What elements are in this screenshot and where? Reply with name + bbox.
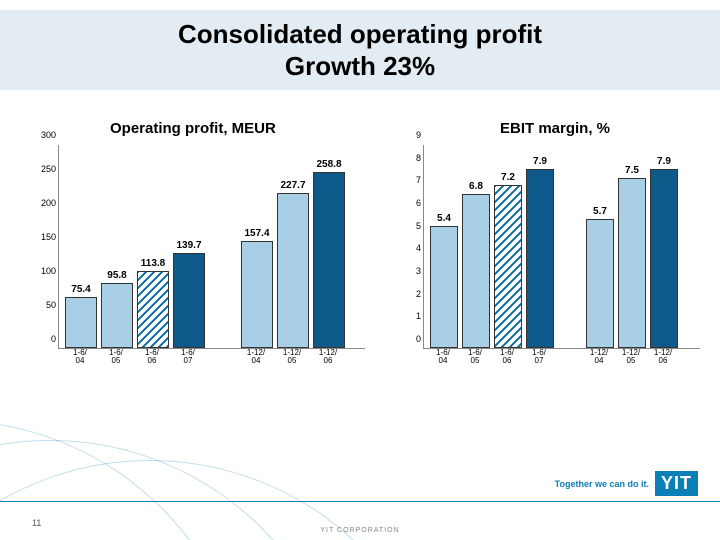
y-tick: 7: [416, 175, 421, 185]
bar: [101, 283, 133, 348]
bar-value-label: 6.8: [469, 181, 483, 192]
x-tick: 1-6/07: [181, 349, 195, 365]
x-tick: 1-12/06: [319, 349, 337, 365]
plot-right: 5.4 6.8 7.2 7.9 5.7 7.5 7.9: [423, 145, 700, 349]
x-tick: 1-12/05: [622, 349, 640, 365]
bar: [586, 219, 614, 348]
y-tick: 9: [416, 130, 421, 140]
y-tick: 5: [416, 221, 421, 231]
y-tick: 150: [41, 232, 56, 242]
title-band: Consolidated operating profitGrowth 23%: [0, 10, 720, 90]
bar: [618, 178, 646, 348]
plot-left: 75.4 95.8 113.8 139.7 157.4 227.7 258.8: [58, 145, 365, 349]
left-chart-subtitle: Operating profit, MEUR: [110, 120, 276, 137]
tagline: Together we can do it.: [555, 479, 649, 489]
bar-value-label: 157.4: [244, 228, 269, 239]
y-tick: 0: [51, 334, 56, 344]
bar: [494, 185, 522, 348]
bar-value-label: 113.8: [141, 258, 165, 269]
y-axis-right: 0123456789: [395, 145, 423, 349]
x-tick: 1-6/04: [73, 349, 87, 365]
y-tick: 6: [416, 198, 421, 208]
x-labels-right: 1-6/04 1-6/05 1-6/06 1-6/07 1-12/04 1-12/05 1-…: [423, 349, 700, 365]
y-tick: 3: [416, 266, 421, 276]
bar-value-label: 227.7: [280, 180, 305, 191]
x-labels-left: 1-6/04 1-6/05 1-6/06 1-6/07 1-12/04 1-12/05 1-…: [58, 349, 365, 365]
y-tick: 300: [41, 130, 56, 140]
right-chart-subtitle: EBIT margin, %: [500, 120, 610, 137]
bar-value-label: 7.9: [533, 156, 547, 167]
bar: [526, 169, 554, 348]
y-tick: 0: [416, 334, 421, 344]
bar: [173, 253, 205, 348]
bar: [430, 226, 458, 348]
y-tick: 200: [41, 198, 56, 208]
x-tick: 1-12/06: [654, 349, 672, 365]
operating-profit-chart: 050100150200250300 75.495.8113.8139.7157…: [30, 145, 365, 365]
y-tick: 1: [416, 311, 421, 321]
y-tick: 4: [416, 243, 421, 253]
bar-value-label: 5.7: [593, 206, 607, 217]
bar: [241, 241, 273, 348]
bar-value-label: 139.7: [176, 240, 201, 251]
y-tick: 250: [41, 164, 56, 174]
corporation-label: YIT CORPORATION: [320, 527, 399, 534]
bar: [650, 169, 678, 348]
y-tick: 2: [416, 289, 421, 299]
bar: [277, 193, 309, 348]
x-tick: 1-6/07: [532, 349, 546, 365]
ebit-margin-chart: 0123456789 5.46.87.27.95.77.57.9 1-6/041…: [395, 145, 700, 365]
bar-value-label: 95.8: [107, 270, 126, 281]
bar-value-label: 7.9: [657, 156, 671, 167]
slide: Consolidated operating profitGrowth 23% …: [0, 0, 720, 540]
bar-value-label: 7.5: [625, 165, 639, 176]
y-tick: 50: [46, 300, 56, 310]
x-tick: 1-12/05: [283, 349, 301, 365]
x-tick: 1-6/04: [436, 349, 450, 365]
x-tick: 1-12/04: [247, 349, 265, 365]
page-number: 11: [32, 518, 41, 528]
x-tick: 1-6/05: [109, 349, 123, 365]
x-tick: 1-6/05: [468, 349, 482, 365]
bar-value-label: 7.2: [501, 172, 515, 183]
bar: [313, 172, 345, 348]
bar: [65, 297, 97, 348]
slide-title: Consolidated operating profitGrowth 23%: [178, 18, 542, 83]
x-tick: 1-6/06: [500, 349, 514, 365]
x-tick: 1-12/04: [590, 349, 608, 365]
y-tick: 8: [416, 153, 421, 163]
y-axis-left: 050100150200250300: [30, 145, 58, 349]
bar-value-label: 75.4: [71, 284, 90, 295]
y-tick: 100: [41, 266, 56, 276]
x-tick: 1-6/06: [145, 349, 159, 365]
logo-area: Together we can do it. YIT: [555, 471, 698, 496]
logo: YIT: [655, 471, 698, 496]
bar: [137, 271, 169, 348]
bar-value-label: 5.4: [437, 213, 451, 224]
footer-line: [0, 501, 720, 502]
bar-value-label: 258.8: [316, 159, 341, 170]
bar: [462, 194, 490, 348]
